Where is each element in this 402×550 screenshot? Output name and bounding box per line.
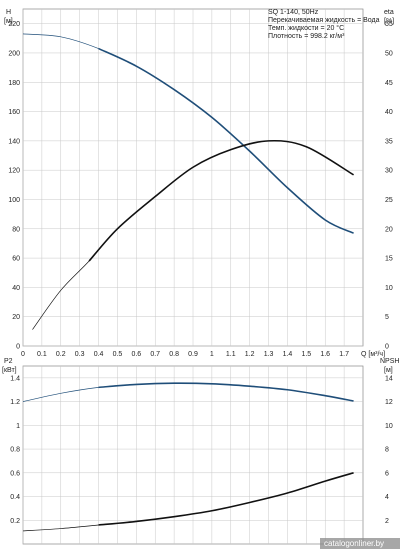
series-p2-line — [98, 382, 354, 402]
watermark-bg — [320, 538, 400, 549]
top-x-tick-labels: 0 0.1 0.2 0.3 0.4 0.5 0.6 0.7 0.8 0.9 1 1.1 1.2 1.3 1.… — [21, 351, 349, 358]
y2-tick-label: 45 — [385, 80, 393, 87]
y-tick-label: 1.2 — [10, 399, 20, 406]
y2-tick-label: 5 — [385, 314, 389, 321]
top-y-tick-labels: 0 20 40 60 80 100 120 140 160 180 200 220 — [8, 21, 20, 350]
x-tick-label: 1.2 — [245, 351, 255, 358]
y2-tick-label: 50 — [385, 50, 393, 57]
y-tick-label: 180 — [8, 80, 20, 87]
bottom-y2-tick-labels: 2 4 6 8 10 12 14 — [385, 375, 393, 524]
y2-tick-label: 14 — [385, 375, 393, 382]
x-tick-label: 0.3 — [75, 351, 85, 358]
y2-tick-label: 2 — [385, 518, 389, 525]
y-tick-label: 1 — [16, 423, 20, 430]
x-tick-label: 0.9 — [188, 351, 198, 358]
bottom-y-axis-label: P2 — [4, 358, 13, 365]
y-tick-label: 200 — [8, 50, 20, 57]
x-tick-label: 1.6 — [320, 351, 330, 358]
info-line-density: Плотность = 998.2 кг/м³ — [268, 33, 345, 40]
y-tick-label: 20 — [12, 314, 20, 321]
y-tick-label: 40 — [12, 285, 20, 292]
y2-tick-label: 15 — [385, 256, 393, 263]
y-tick-label: 0.8 — [10, 447, 20, 454]
y2-tick-label: 40 — [385, 109, 393, 116]
x-tick-label: 0.1 — [37, 351, 47, 358]
y2-tick-label: 12 — [385, 399, 393, 406]
x-tick-label: 1.7 — [339, 351, 349, 358]
top-x-axis-label: Q [м³/ч] — [361, 351, 385, 358]
top-series — [22, 33, 354, 330]
series-eta-line — [88, 139, 354, 262]
y2-tick-label: 55 — [385, 21, 393, 28]
bottom-y-tick-labels: 0.2 0.4 0.6 0.8 1 1.2 1.4 — [10, 375, 20, 524]
y-tick-label: 120 — [8, 168, 20, 175]
series-npsh-line — [98, 472, 354, 526]
bottom-y2-axis-label: NPSH — [380, 358, 399, 365]
x-tick-label: 1 — [210, 351, 214, 358]
y-tick-label: 0.2 — [10, 518, 20, 525]
y2-tick-label: 0 — [385, 344, 389, 351]
watermark: catalogonliner.by — [320, 538, 400, 549]
y-tick-label: 80 — [12, 226, 20, 233]
top-y-axis-unit: [м] — [4, 18, 13, 25]
series-h-line — [98, 47, 354, 234]
x-tick-label: 1.5 — [301, 351, 311, 358]
y2-tick-label: 30 — [385, 168, 393, 175]
info-line-fluid: Перекачиваемая жидкость = Вода — [268, 17, 380, 24]
x-tick-label: 1.4 — [283, 351, 293, 358]
bottom-y-axis-unit: [кВт] — [2, 367, 17, 374]
x-tick-label: 0.7 — [150, 351, 160, 358]
x-tick-label: 0.2 — [56, 351, 66, 358]
bottom-grid — [22, 366, 363, 544]
y2-tick-label: 8 — [385, 447, 389, 454]
y-tick-label: 0.4 — [10, 494, 20, 501]
top-grid — [22, 9, 363, 347]
y2-tick-label: 35 — [385, 138, 393, 145]
y-tick-label: 100 — [8, 197, 20, 204]
y-tick-label: 60 — [12, 256, 20, 263]
info-line-temp: Темп. жидкости = 20 °C — [268, 24, 344, 32]
x-tick-label: 1.1 — [226, 351, 236, 358]
x-tick-label: 1.3 — [264, 351, 274, 358]
y-tick-label: 160 — [8, 109, 20, 116]
y2-tick-label: 25 — [385, 197, 393, 204]
y-tick-label: 140 — [8, 138, 20, 145]
x-tick-label: 0.5 — [113, 351, 123, 358]
bottom-series — [22, 382, 354, 532]
x-tick-label: 0.4 — [94, 351, 104, 358]
top-y2-tick-labels: 0 5 10 15 20 25 30 35 40 45 50 55 — [385, 21, 393, 350]
y-tick-label: 0 — [16, 344, 20, 351]
y-tick-label: 0.6 — [10, 470, 20, 477]
top-y2-axis-unit: [%] — [384, 18, 394, 25]
top-y2-axis-label: eta — [384, 9, 394, 16]
chart-title: SQ 1-140, 50Hz — [268, 9, 319, 16]
x-tick-label: 0 — [21, 351, 25, 358]
x-tick-label: 0.6 — [131, 351, 141, 358]
watermark-text: catalogonliner.by — [324, 539, 384, 548]
x-tick-label: 0.8 — [169, 351, 179, 358]
y-tick-label: 220 — [8, 21, 20, 28]
series-npsh-thin-line — [22, 472, 354, 532]
y2-tick-label: 10 — [385, 285, 393, 292]
y2-tick-label: 10 — [385, 423, 393, 430]
bottom-y2-axis-unit: [м] — [384, 367, 393, 374]
y2-tick-label: 20 — [385, 226, 393, 233]
top-y-axis-label: H — [6, 9, 11, 16]
y2-tick-label: 6 — [385, 470, 389, 477]
y-tick-label: 1.4 — [10, 375, 20, 382]
y2-tick-label: 4 — [385, 494, 389, 501]
